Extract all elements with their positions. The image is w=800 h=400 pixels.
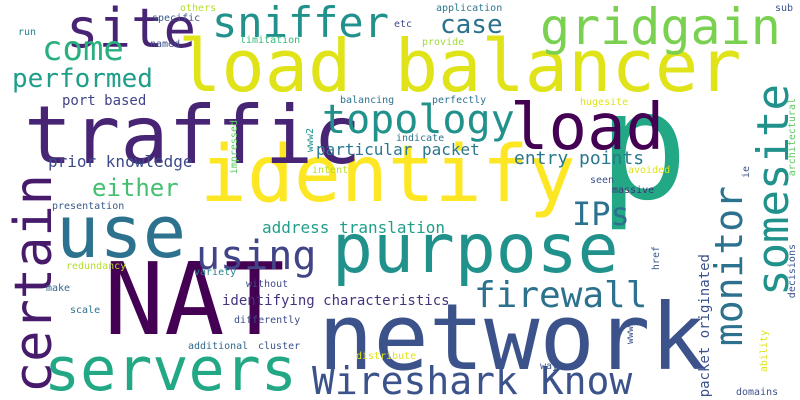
word-performed: performed bbox=[12, 64, 153, 94]
word-ability: ability bbox=[759, 330, 770, 373]
word-perfectly: perfectly bbox=[432, 95, 487, 106]
word-identify: identify bbox=[200, 130, 576, 220]
word-monitor: monitor bbox=[707, 186, 751, 347]
word-load: load bbox=[510, 91, 665, 165]
word-named: named bbox=[150, 39, 181, 50]
word-decisions: decisions bbox=[787, 244, 798, 299]
word-etc: etc bbox=[394, 19, 413, 30]
word-firewall: firewall bbox=[474, 275, 648, 316]
word-impressed: impressed bbox=[229, 120, 240, 175]
word-run: run bbox=[18, 27, 37, 38]
word-wireshark-know: Wireshark Know bbox=[312, 359, 633, 400]
word-case: case bbox=[440, 10, 503, 40]
word-p: p bbox=[598, 60, 689, 234]
word-come: come bbox=[42, 29, 124, 69]
word-nat: NAT bbox=[104, 241, 285, 358]
word-distribute: distribute bbox=[356, 351, 417, 362]
word-limitation: limitation bbox=[240, 35, 301, 46]
word-massive: massive bbox=[612, 185, 655, 196]
word-packet-originated: packet originated bbox=[697, 254, 713, 398]
word-href: href bbox=[651, 246, 662, 271]
word-intent: intent bbox=[312, 165, 349, 176]
word-way: way bbox=[540, 361, 559, 372]
word-use: use bbox=[56, 190, 187, 274]
word-topology: topology bbox=[322, 97, 515, 143]
word-load-balancer: load balancer bbox=[178, 24, 742, 108]
word-without: without bbox=[246, 279, 289, 290]
word-prior-knowledge: prior knowledge bbox=[48, 152, 193, 171]
word-address-translation: address translation bbox=[262, 218, 446, 237]
word-traffic: traffic bbox=[24, 89, 362, 182]
word-port-based: port based bbox=[62, 93, 147, 109]
word-scale: scale bbox=[70, 305, 101, 316]
word-using: using bbox=[196, 233, 317, 279]
word-indicate: indicate bbox=[396, 133, 445, 144]
word-www2: www2 bbox=[305, 128, 316, 153]
word-specific: specific bbox=[152, 13, 201, 24]
word-hugesite: hugesite bbox=[580, 97, 629, 108]
word-application: application bbox=[436, 3, 503, 14]
word-sub: sub bbox=[775, 3, 794, 14]
word-entry-points: entry points bbox=[514, 148, 645, 169]
word-domains: domains bbox=[736, 387, 779, 398]
word-ie: ie bbox=[741, 166, 752, 179]
word-avoided: avoided bbox=[628, 165, 671, 176]
word-provide: provide bbox=[422, 37, 465, 48]
word-make: make bbox=[46, 283, 71, 294]
word-additional: additional bbox=[188, 341, 249, 352]
word-either: either bbox=[92, 174, 179, 202]
word-www3: www3 bbox=[625, 320, 636, 345]
word-presentation: presentation bbox=[52, 201, 125, 212]
word-purpose: purpose bbox=[332, 210, 619, 289]
word-servers: servers bbox=[44, 335, 297, 400]
word-identifying-characteristics: identifying characteristics bbox=[222, 293, 450, 309]
word-sniffer: sniffer bbox=[212, 0, 390, 47]
word-gridgain: gridgain bbox=[540, 0, 781, 56]
word-ips: IPs bbox=[572, 195, 630, 233]
word-redundancy: redundancy bbox=[66, 261, 127, 272]
word-balancing: balancing bbox=[340, 95, 395, 106]
word-network: network bbox=[318, 284, 706, 391]
word-cluster: cluster bbox=[258, 341, 301, 352]
word-variety: variety bbox=[194, 267, 237, 278]
word-differently: differently bbox=[234, 315, 301, 326]
word-others: others bbox=[180, 3, 217, 14]
word-site: site bbox=[66, 0, 197, 60]
word-particular-packet: particular packet bbox=[316, 140, 480, 159]
word-seen: seen bbox=[590, 175, 615, 186]
word-architectural: architectural bbox=[787, 98, 798, 177]
